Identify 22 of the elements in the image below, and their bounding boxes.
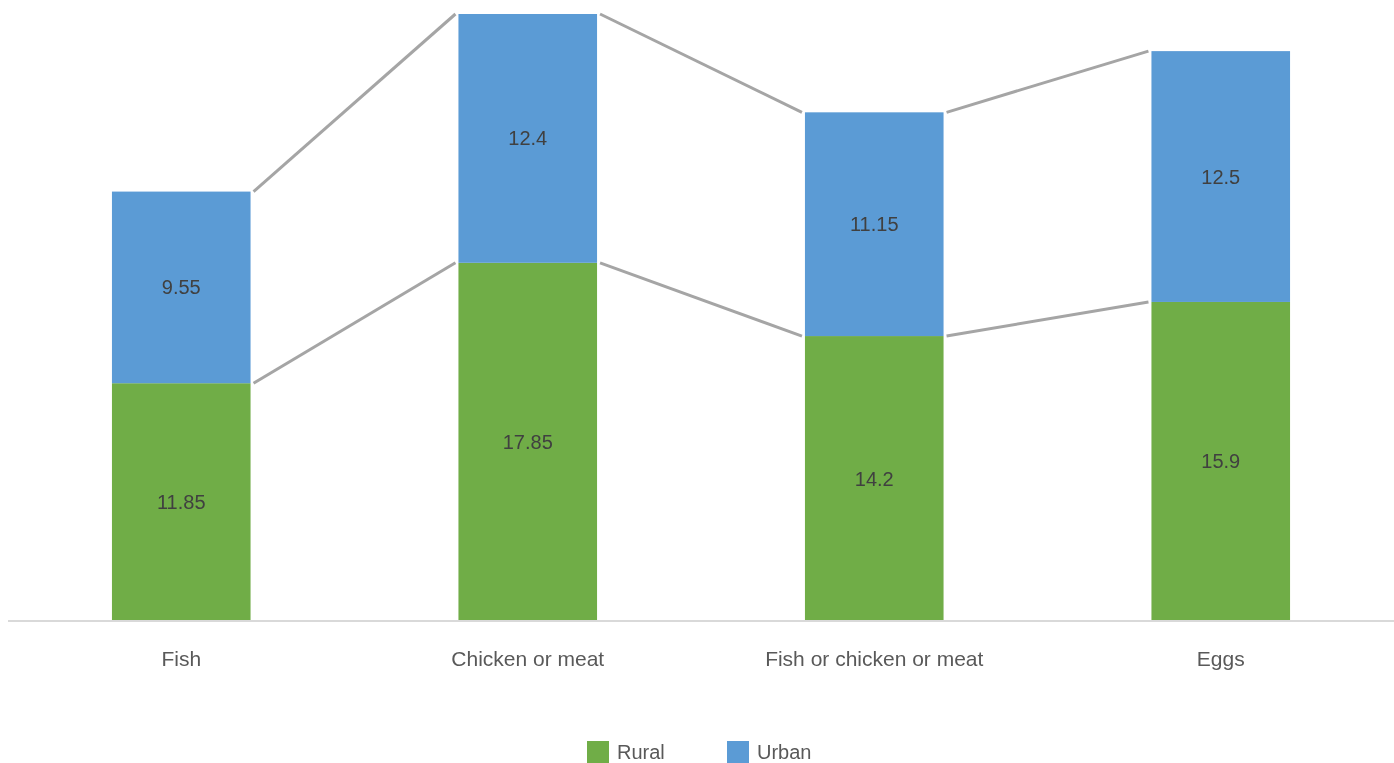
data-label: 12.5 [1201,165,1241,188]
data-label: 17.85 [502,430,553,453]
x-tick-label: Fish or chicken or meat [765,647,984,670]
data-label: 12.4 [508,127,548,150]
data-label: 14.2 [854,467,894,490]
data-label: 15.9 [1201,450,1241,473]
x-tick-label: Chicken or meat [451,647,605,670]
data-label: 11.15 [849,213,899,236]
x-tick-label: Fish [161,647,202,670]
data-label: 9.55 [161,276,201,299]
bar [804,336,944,621]
bar [111,383,251,621]
bar [1151,51,1291,302]
bar [458,262,598,621]
bar [111,191,251,384]
x-tick-label: Eggs [1196,647,1245,670]
bar [1151,301,1291,621]
legend-label: Rural [617,741,665,763]
legend-label: Urban [757,741,812,763]
data-label: 11.85 [156,491,206,514]
bar [458,14,598,263]
bar [804,112,944,337]
